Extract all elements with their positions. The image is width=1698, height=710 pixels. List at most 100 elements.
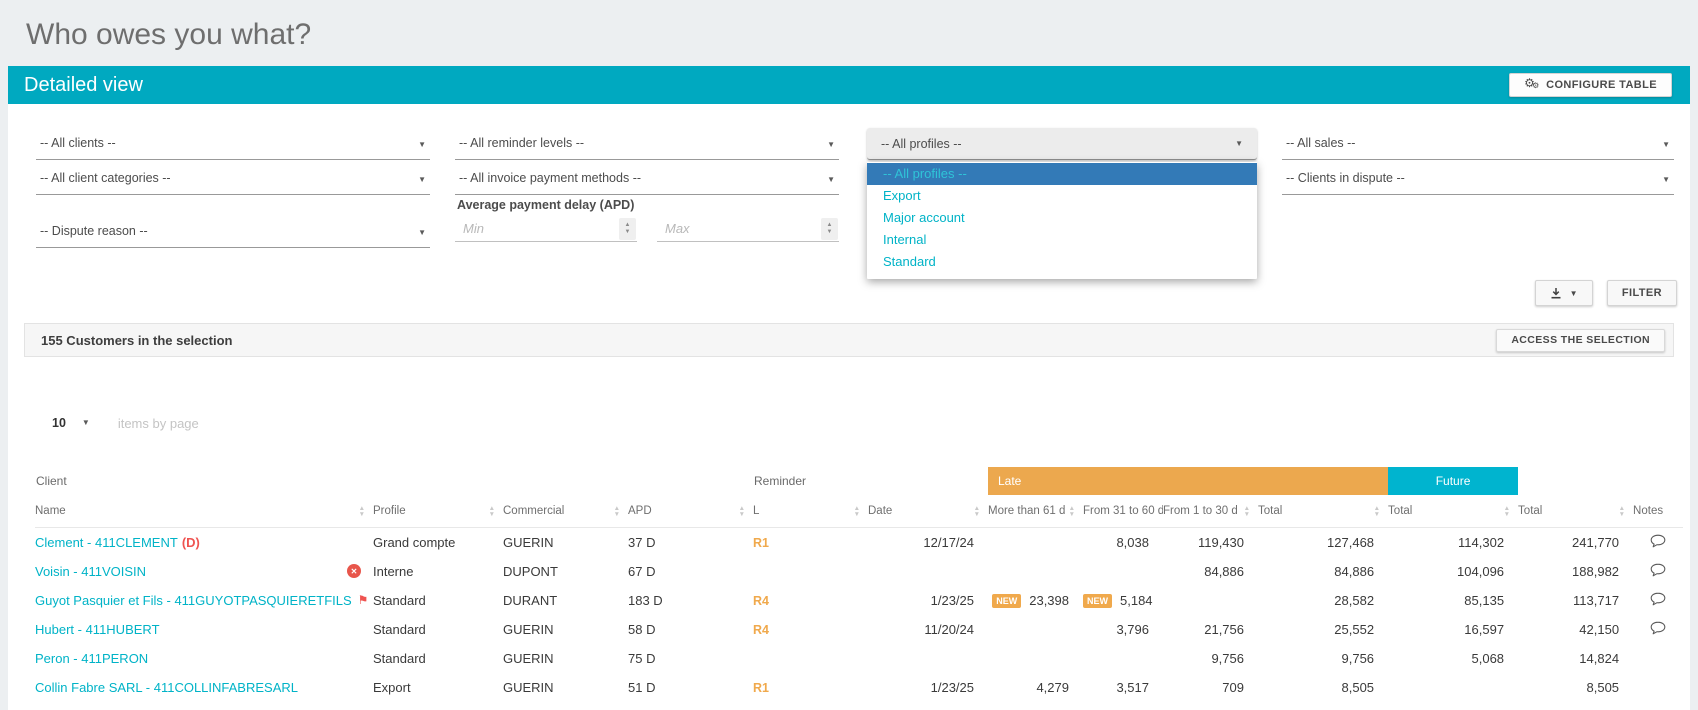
apd-min-stepper[interactable]: ▲ ▼ [619,217,636,240]
note-icon[interactable] [1650,592,1666,609]
note-icon[interactable] [1650,534,1666,551]
column-label: From 31 to 60 d [1083,505,1163,517]
sort-icon[interactable]: ▲ ▼ [488,504,495,518]
cell-late-total: 28,582 [1334,592,1375,608]
cell-more-than-61d [988,644,1083,673]
cell-from-31-to-60d [1083,557,1163,586]
filter-all-clients[interactable]: -- All clients -- ▼ [36,132,430,160]
column-label: More than 61 d [988,505,1066,517]
cell-from-1-to-30d [1163,586,1258,615]
note-icon[interactable] [1650,563,1666,580]
filter-dispute-reason[interactable]: -- Dispute reason -- ▼ [36,220,430,248]
cell-notes [1633,557,1683,586]
apd-min-input[interactable] [461,220,619,237]
filter-dispute-reason-label: -- Dispute reason -- [40,224,148,238]
column-header-late_total[interactable]: Total ▲ ▼ [1258,495,1389,528]
note-icon[interactable] [1650,621,1666,638]
column-header-more61[interactable]: More than 61 d ▲ ▼ [988,495,1083,528]
column-header-level[interactable]: L ▲ ▼ [753,495,868,528]
cell-late-total: 8,505 [1341,679,1375,695]
column-header-future_total[interactable]: Total ▲ ▼ [1388,495,1519,528]
cell-more-than-61d [988,528,1083,557]
cell-future-total: 16,597 [1464,621,1505,637]
table-row: Voisin - 411VOISIN ✕ Interne DUPONT 67 D 84,8… [35,557,1683,586]
profiles-dropdown-option[interactable]: Internal [883,232,927,247]
sort-icon[interactable]: ▲ ▼ [973,504,980,518]
cell-name: Hubert - 411HUBERT [35,615,373,644]
client-link[interactable]: Collin Fabre SARL - 411COLLINFABRESARL [35,679,298,695]
sort-icon[interactable]: ▲ ▼ [853,504,860,518]
filter-all-reminder-levels-label: -- All reminder levels -- [459,136,585,150]
access-selection-button[interactable]: ACCESS THE SELECTION [1496,328,1665,352]
table-row: Collin Fabre SARL - 411COLLINFABRESARL Ex… [35,673,1683,702]
gears-icon: ⚙ ⚙ [1524,76,1540,90]
filter-all-reminder-levels[interactable]: -- All reminder levels -- ▼ [455,132,839,160]
cell-late-total: 9,756 [1341,650,1375,666]
filter-all-sales[interactable]: -- All sales -- ▼ [1282,132,1674,160]
cell-profile: Standard [373,592,426,608]
flag-icon: ⚑ [357,593,369,607]
sort-icon[interactable]: ▲ ▼ [738,504,745,518]
download-button[interactable]: ▼ [1534,280,1593,306]
chevron-down-icon: ▼ [418,175,426,184]
dispute-icon[interactable]: ✕ [347,564,361,578]
chevron-down-icon: ▼ [827,175,835,184]
cell-total: 113,717 [1573,592,1620,608]
cell-future-total: 5,068 [1471,650,1505,666]
sort-icon[interactable]: ▲ ▼ [613,504,620,518]
filter-all-invoice-payment-methods[interactable]: -- All invoice payment methods -- ▼ [455,167,839,195]
column-header-from1[interactable]: From 1 to 30 d ▲ ▼ [1163,495,1258,528]
column-header-apd[interactable]: APD ▲ ▼ [628,495,753,528]
sort-icon[interactable]: ▲ ▼ [1243,504,1250,518]
client-link[interactable]: Guyot Pasquier et Fils - 411GUYOTPASQUIE… [35,592,352,608]
filter-all-profiles[interactable]: -- All profiles -- ▼ [867,128,1257,160]
sort-icon[interactable]: ▲ ▼ [1618,504,1626,518]
column-header-from31[interactable]: From 31 to 60 d▲▼ [1083,495,1163,528]
column-label: Profile [373,505,406,517]
cell-apd: 51 D [628,679,656,695]
panel-body: -- All clients -- ▼ -- All client catego… [8,104,1690,710]
apd-max-stepper[interactable]: ▲ ▼ [821,217,838,240]
filter-button[interactable]: FILTER [1606,280,1677,306]
filter-clients-in-dispute[interactable]: -- Clients in dispute -- ▼ [1282,167,1674,195]
cell-from-1-to-30d: 9,756 [1211,650,1244,666]
filter-all-client-categories[interactable]: -- All client categories -- ▼ [36,167,430,195]
profiles-dropdown-option[interactable]: Export [883,188,921,203]
client-link[interactable]: Hubert - 411HUBERT [35,621,160,637]
column-header-notes: Notes [1633,495,1684,528]
panel-title: Detailed view [24,73,143,96]
dispute-letter-badge: (D) [181,534,200,550]
page-size-select[interactable]: 10 ▼ [52,416,90,430]
sort-icon[interactable]: ▲ ▼ [358,504,365,518]
client-link[interactable]: Peron - 411PERON [35,650,149,666]
cell-total: 188,982 [1572,563,1620,579]
client-link[interactable]: Clement - 411CLEMENT [35,534,178,550]
column-header-name[interactable]: Name ▲ ▼ [35,495,373,528]
sort-icon[interactable]: ▲ ▼ [1373,504,1381,518]
column-header-commercial[interactable]: Commercial ▲ ▼ [503,495,628,528]
profiles-dropdown-option[interactable]: Major account [883,210,965,225]
filter-all-client-categories-label: -- All client categories -- [40,171,171,185]
page-title: Who owes you what? [26,18,312,51]
apd-max-input[interactable] [663,220,821,237]
configure-table-button[interactable]: ⚙ ⚙ CONFIGURE TABLE [1509,73,1672,97]
cell-apd: 58 D [628,621,656,637]
sort-icon[interactable]: ▲ ▼ [1503,504,1511,518]
column-header-profile[interactable]: Profile ▲ ▼ [373,495,503,528]
cell-from-31-to-60d: 8,038 [1116,534,1149,550]
column-label: Date [868,505,893,517]
group-header-client: Client [36,474,67,488]
column-header-date[interactable]: Date ▲ ▼ [868,495,988,528]
sort-icon[interactable]: ▲ ▼ [1068,504,1075,518]
cell-from-31-to-60d: 3,517 [1116,679,1149,695]
column-header-total[interactable]: Total ▲ ▼ [1518,495,1634,528]
profiles-dropdown-option[interactable]: -- All profiles -- [867,163,1257,185]
client-link[interactable]: Voisin - 411VOISIN [35,563,147,579]
cell-total: 14,824 [1579,650,1620,666]
cell-reminder-level [753,557,868,586]
reminder-level-badge: R1 [753,680,769,695]
cell-reminder-level: R1 [753,528,868,557]
cell-from-31-to-60d [1083,644,1163,673]
profiles-dropdown-option[interactable]: Standard [883,254,936,269]
cell-total: 42,150 [1579,621,1620,637]
